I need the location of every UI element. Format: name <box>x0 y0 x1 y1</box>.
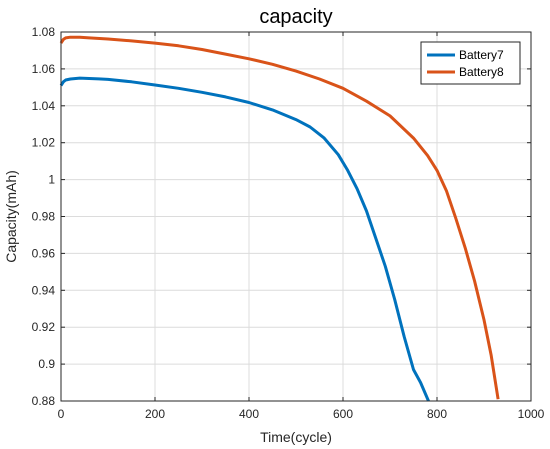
series-lines <box>59 35 500 402</box>
x-tick-label: 400 <box>239 407 259 421</box>
y-tick-label: 0.88 <box>32 394 56 408</box>
legend-label: Battery8 <box>459 65 504 79</box>
y-tick-label: 1.08 <box>32 25 56 39</box>
legend-box <box>420 41 521 85</box>
y-tick-label: 0.96 <box>32 246 56 260</box>
x-tick-label: 600 <box>333 407 353 421</box>
grid <box>60 31 532 402</box>
x-tick-label: 0 <box>58 407 65 421</box>
x-axis-label: Time(cycle) <box>260 429 332 445</box>
y-tick-label: 0.98 <box>32 210 56 224</box>
legend-label: Battery7 <box>459 48 504 62</box>
y-tick-label: 1 <box>48 173 55 187</box>
y-axis-ticks: 0.88 0.9 0.92 0.94 0.96 0.98 1 1.02 1.04 1.06 1.08 <box>32 25 531 408</box>
y-tick-label: 0.92 <box>32 320 56 334</box>
y-tick-label: 1.02 <box>32 136 56 150</box>
y-tick-label: 0.9 <box>38 357 55 371</box>
y-tick-label: 1.06 <box>32 62 56 76</box>
series-line-battery8 <box>59 35 500 400</box>
x-tick-label: 1000 <box>518 407 545 421</box>
chart-title: capacity <box>259 6 332 28</box>
y-axis-label: Capacity(mAh) <box>3 170 19 263</box>
series-line-battery7 <box>59 76 430 402</box>
y-tick-label: 1.04 <box>32 99 56 113</box>
legend: Battery7 Battery8 <box>420 41 521 85</box>
x-tick-label: 800 <box>427 407 447 421</box>
y-tick-label: 0.94 <box>32 283 56 297</box>
x-tick-label: 200 <box>145 407 165 421</box>
x-axis-ticks: 0 200 400 600 800 1000 <box>58 32 545 421</box>
